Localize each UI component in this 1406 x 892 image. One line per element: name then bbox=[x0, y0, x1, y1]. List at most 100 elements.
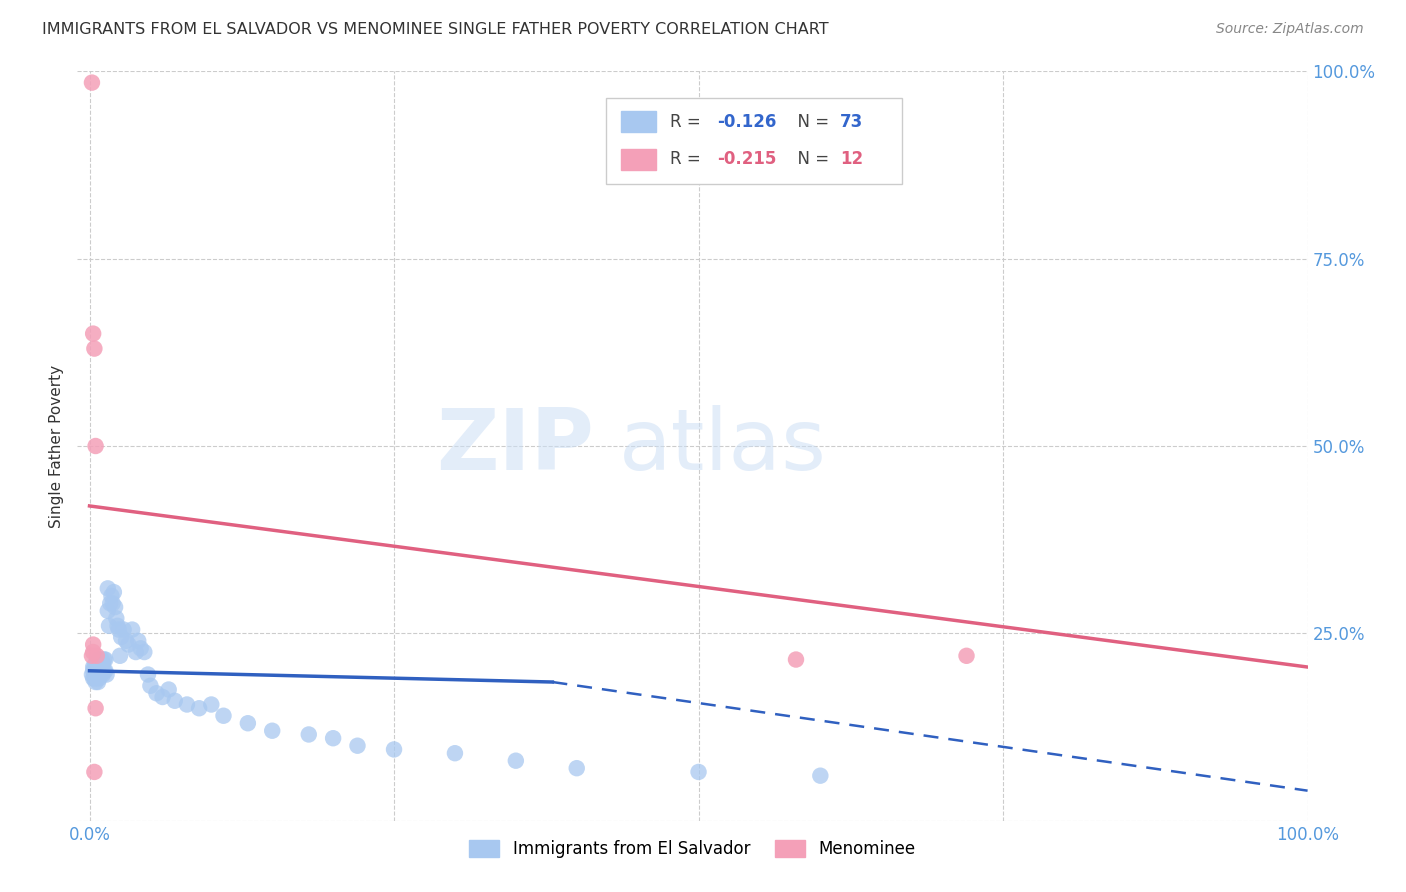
Point bbox=[98, 596, 121, 610]
Point bbox=[108, 648, 131, 663]
Text: 73: 73 bbox=[841, 112, 863, 130]
Point bbox=[808, 769, 831, 783]
Point bbox=[955, 648, 977, 663]
Text: ZIP: ZIP bbox=[436, 404, 595, 488]
Point bbox=[94, 664, 117, 678]
Point bbox=[145, 686, 167, 700]
Text: -0.215: -0.215 bbox=[717, 150, 776, 168]
Point bbox=[107, 619, 129, 633]
Point bbox=[298, 727, 321, 741]
Point bbox=[121, 623, 143, 637]
Text: IMMIGRANTS FROM EL SALVADOR VS MENOMINEE SINGLE FATHER POVERTY CORRELATION CHART: IMMIGRANTS FROM EL SALVADOR VS MENOMINEE… bbox=[42, 22, 828, 37]
Point bbox=[90, 664, 112, 678]
Point bbox=[84, 675, 107, 690]
Point bbox=[86, 671, 108, 685]
Point bbox=[89, 671, 111, 685]
Point bbox=[104, 600, 127, 615]
Point bbox=[91, 657, 114, 671]
Point bbox=[112, 623, 135, 637]
Text: atlas: atlas bbox=[619, 404, 827, 488]
Point bbox=[212, 708, 235, 723]
Point bbox=[87, 675, 110, 690]
Point bbox=[262, 723, 284, 738]
Point bbox=[84, 667, 107, 681]
Point bbox=[89, 664, 111, 678]
Point bbox=[236, 716, 259, 731]
Point bbox=[82, 645, 104, 659]
Point bbox=[89, 652, 111, 666]
Point bbox=[91, 667, 114, 681]
Point bbox=[89, 660, 111, 674]
Point bbox=[82, 638, 104, 652]
Point bbox=[89, 667, 111, 681]
Bar bbox=[621, 149, 655, 169]
Point bbox=[688, 764, 710, 779]
Point bbox=[505, 754, 527, 768]
Point bbox=[86, 648, 108, 663]
Point bbox=[84, 701, 107, 715]
Legend: Immigrants from El Salvador, Menominee: Immigrants from El Salvador, Menominee bbox=[463, 833, 922, 864]
Point bbox=[93, 652, 115, 666]
Point bbox=[83, 660, 105, 674]
Point bbox=[80, 76, 103, 90]
Point bbox=[444, 746, 467, 760]
Point bbox=[83, 671, 105, 685]
Point bbox=[115, 633, 138, 648]
Text: N =: N = bbox=[787, 112, 835, 130]
Point bbox=[134, 645, 156, 659]
Point bbox=[152, 690, 174, 704]
Point bbox=[82, 660, 104, 674]
Text: N =: N = bbox=[787, 150, 835, 168]
Point bbox=[200, 698, 222, 712]
Text: R =: R = bbox=[671, 150, 706, 168]
Point bbox=[84, 664, 107, 678]
Text: 12: 12 bbox=[841, 150, 863, 168]
Point bbox=[83, 342, 105, 356]
FancyBboxPatch shape bbox=[606, 97, 901, 184]
Point bbox=[125, 645, 148, 659]
Point bbox=[136, 667, 159, 681]
Point bbox=[90, 652, 112, 666]
Text: R =: R = bbox=[671, 112, 706, 130]
Point bbox=[110, 630, 132, 644]
Point bbox=[129, 641, 152, 656]
Point bbox=[565, 761, 588, 775]
Point bbox=[83, 764, 105, 779]
Point bbox=[346, 739, 368, 753]
Point bbox=[86, 657, 108, 671]
Bar bbox=[621, 112, 655, 132]
Point bbox=[87, 667, 110, 681]
Point bbox=[139, 679, 162, 693]
Point bbox=[157, 682, 180, 697]
Point bbox=[93, 664, 115, 678]
Point bbox=[87, 657, 110, 671]
Point bbox=[322, 731, 344, 746]
Point bbox=[382, 742, 405, 756]
Point bbox=[97, 582, 120, 596]
Point bbox=[82, 671, 104, 685]
Point bbox=[97, 604, 120, 618]
Point bbox=[117, 638, 139, 652]
Point bbox=[176, 698, 198, 712]
Point bbox=[103, 585, 125, 599]
Text: -0.126: -0.126 bbox=[717, 112, 776, 130]
Point bbox=[84, 657, 107, 671]
Text: Source: ZipAtlas.com: Source: ZipAtlas.com bbox=[1216, 22, 1364, 37]
Point bbox=[80, 648, 103, 663]
Point bbox=[80, 667, 103, 681]
Point bbox=[101, 596, 124, 610]
Point bbox=[86, 664, 108, 678]
Point bbox=[96, 667, 118, 681]
Point bbox=[785, 652, 807, 666]
Point bbox=[107, 623, 129, 637]
Point bbox=[188, 701, 211, 715]
Point bbox=[100, 589, 122, 603]
Point bbox=[83, 664, 105, 678]
Point bbox=[94, 652, 117, 666]
Point bbox=[98, 619, 121, 633]
Y-axis label: Single Father Poverty: Single Father Poverty bbox=[49, 365, 65, 527]
Point bbox=[127, 633, 149, 648]
Point bbox=[82, 326, 104, 341]
Point bbox=[84, 439, 107, 453]
Point bbox=[82, 664, 104, 678]
